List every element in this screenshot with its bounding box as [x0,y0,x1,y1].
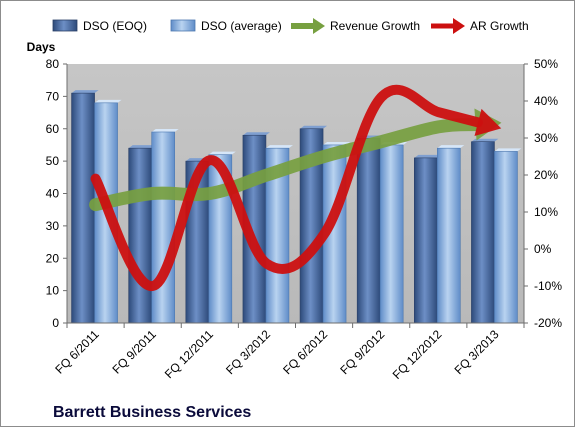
bar-top-avg [151,128,179,132]
y2-tick-label: 10% [534,205,558,219]
bar-top-avg [494,148,522,152]
legend-label: AR Growth [470,19,529,33]
y-tick-label: 60 [46,122,60,136]
bar-top-eoq [414,154,442,158]
y-tick-label: 40 [46,187,60,201]
legend-label: DSO (average) [201,19,282,33]
bar-dso-average [494,151,518,324]
company-label: Barrett Business Services [53,404,251,421]
x-tick-label: FQ 3/2013 [452,327,502,377]
y2-tick-label: -20% [534,316,562,330]
bar-dso-average [379,144,404,324]
legend-arrowhead [313,18,325,34]
y2-tick-label: 20% [534,168,558,182]
bar-dso-eoq [128,147,152,324]
bar-top-eoq [242,132,270,136]
bar-dso-eoq [471,141,495,324]
y2-tick-label: 0% [534,242,552,256]
x-tick-label: FQ 6/2012 [280,327,330,377]
revenue-growth-line [89,117,482,212]
bar-dso-average [437,147,461,324]
y-tick-label: 0 [52,316,59,330]
x-tick-label: FQ 9/2011 [109,327,159,377]
y-tick-label: 70 [46,89,60,103]
bar-top-avg [208,151,236,155]
ar-growth-line [90,84,484,291]
y2-tick-label: 30% [534,131,558,145]
bar-top-avg [323,141,351,145]
y2-tick-label: 40% [534,94,558,108]
y2-tick-label: 50% [534,57,558,71]
bar-top-avg [265,145,293,149]
legend-label: Revenue Growth [330,19,420,33]
legend-swatch-dso-eoq [52,19,78,32]
y-axis-title: Days [27,40,56,54]
legend-label: DSO (EOQ) [83,19,147,33]
y-tick-label: 20 [46,251,60,265]
y-tick-label: 80 [46,57,60,71]
bar-top-avg [437,145,465,149]
x-tick-label: FQ 12/2012 [390,327,445,382]
ar-growth-arrowhead [474,108,502,136]
bar-top-avg [94,99,122,103]
x-tick-label: FQ 12/2011 [162,327,216,381]
bar-dso-average [151,131,175,324]
x-tick-label: FQ 9/2012 [337,327,387,377]
y-tick-label: 10 [46,284,60,298]
bar-top-eoq [71,90,99,94]
x-tick-label: FQ 3/2012 [223,327,273,377]
x-tick-label: FQ 6/2011 [52,327,102,377]
bar-top-eoq [128,145,156,149]
bar-top-eoq [300,125,328,129]
bar-top-eoq [471,138,499,142]
bar-dso-eoq [356,138,381,324]
legend-swatch-dso-average [170,19,196,32]
y-tick-label: 50 [46,154,60,168]
y2-tick-label: -10% [534,279,562,293]
bar-dso-eoq [414,157,438,324]
y-tick-label: 30 [46,219,60,233]
legend-arrowhead [453,18,465,34]
